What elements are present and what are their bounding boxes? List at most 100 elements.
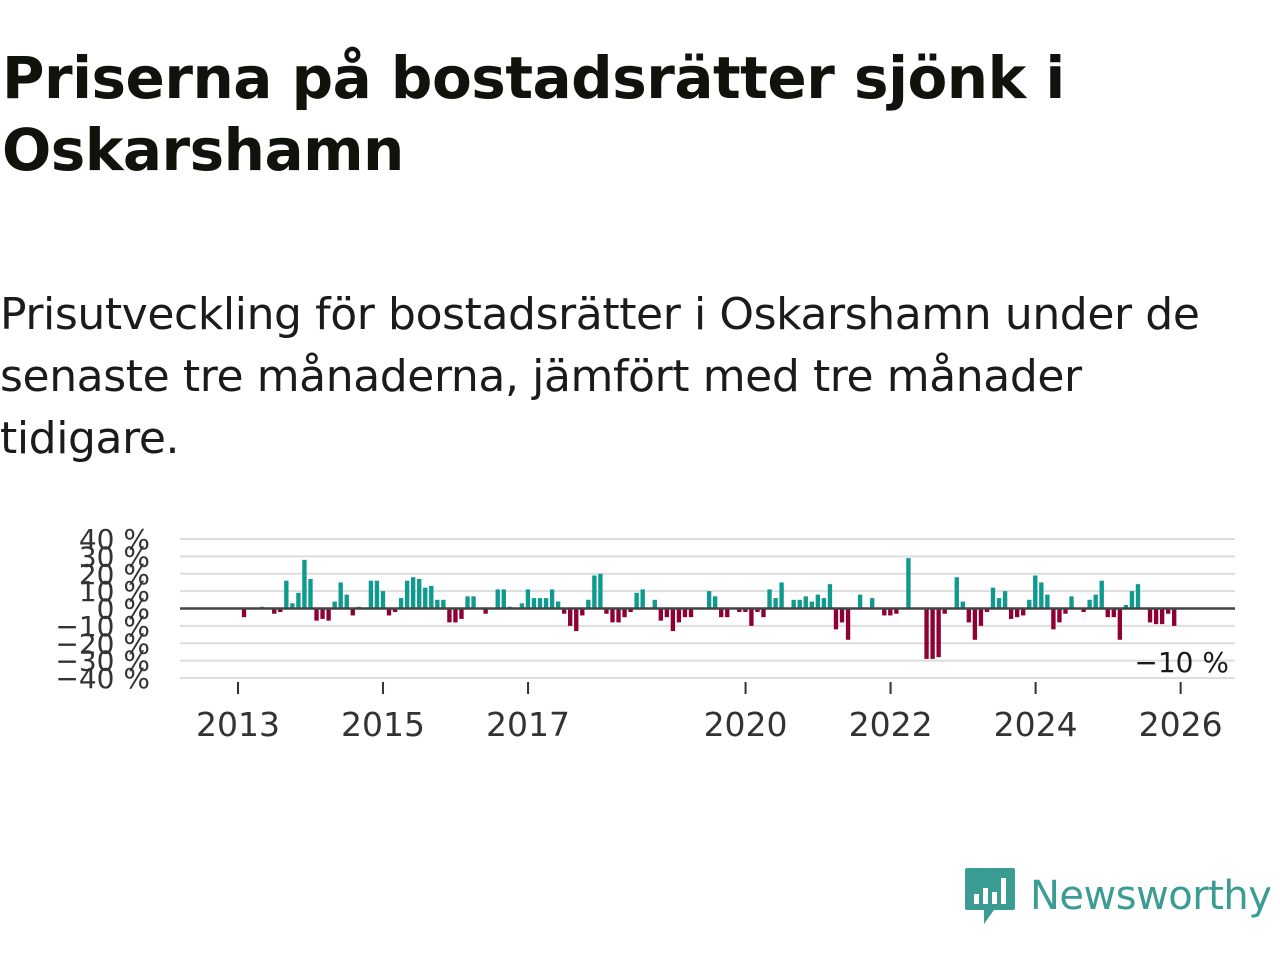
bar: [967, 609, 971, 623]
bar: [930, 609, 934, 659]
bar: [381, 591, 385, 608]
bar: [1027, 600, 1031, 609]
newsworthy-logo-text: Newsworthy: [1030, 873, 1271, 919]
bar: [308, 579, 312, 609]
bar: [568, 609, 572, 626]
bar: [302, 560, 306, 609]
bar: [713, 596, 717, 608]
bar: [592, 575, 596, 608]
bar: [423, 588, 427, 609]
bar: [538, 598, 542, 608]
newsworthy-logo: Newsworthy: [964, 866, 1271, 926]
bar: [1045, 595, 1049, 609]
bar: [314, 609, 318, 621]
bar: [653, 600, 657, 609]
bar: [447, 609, 451, 623]
bar: [1087, 600, 1091, 609]
bar: [749, 609, 753, 626]
bar: [1009, 609, 1013, 619]
bar: [792, 600, 796, 609]
bar: [586, 600, 590, 609]
bar: [1094, 595, 1098, 609]
page-subtitle: Prisutveckling för bostadsrätter i Oskar…: [0, 284, 1260, 470]
bar: [369, 581, 373, 609]
bar: [804, 596, 808, 608]
bar: [773, 598, 777, 608]
bar: [417, 579, 421, 609]
bar: [242, 609, 246, 618]
bar: [411, 577, 415, 608]
bar: [339, 582, 343, 608]
bar: [779, 582, 783, 608]
bar: [936, 609, 940, 658]
bar: [1003, 591, 1007, 608]
bar: [526, 589, 530, 608]
bar: [719, 609, 723, 618]
bar: [846, 609, 850, 640]
bar: [326, 609, 330, 621]
price-change-chart: 40 %30 %20 %10 %0 %−10 %−20 %−30 %−40 %2…: [0, 515, 1280, 755]
bar: [991, 588, 995, 609]
bar: [955, 577, 959, 608]
bar: [822, 598, 826, 608]
bar: [532, 598, 536, 608]
bar: [550, 589, 554, 608]
bar: [345, 595, 349, 609]
bar: [677, 609, 681, 623]
bar: [622, 609, 626, 618]
bar: [1112, 609, 1116, 618]
bar: [767, 589, 771, 608]
bar: [816, 595, 820, 609]
bar: [1015, 609, 1019, 618]
bar: [870, 598, 874, 608]
bar: [465, 596, 469, 608]
bar: [598, 574, 602, 609]
bar: [1154, 609, 1158, 625]
x-tick-label: 2022: [849, 705, 933, 744]
bar: [471, 596, 475, 608]
bar: [665, 609, 669, 618]
bar: [1069, 596, 1073, 608]
bar: [659, 609, 663, 621]
latest-value-annotation: −10 %: [1134, 646, 1229, 679]
bar: [828, 584, 832, 608]
bar: [641, 589, 645, 608]
bar: [634, 593, 638, 609]
bar: [725, 609, 729, 618]
x-tick-label: 2013: [196, 705, 280, 744]
bar: [1051, 609, 1055, 630]
bar: [574, 609, 578, 632]
bar: [798, 600, 802, 609]
bar: [858, 595, 862, 609]
bar: [979, 609, 983, 626]
bar: [671, 609, 675, 632]
bar: [924, 609, 928, 659]
bar: [1100, 581, 1104, 609]
bar: [610, 609, 614, 623]
bar: [502, 589, 506, 608]
bar: [997, 598, 1001, 608]
bar: [1148, 609, 1152, 623]
bar: [284, 581, 288, 609]
bar: [683, 609, 687, 618]
bar: [496, 589, 500, 608]
bar: [834, 609, 838, 630]
bar: [1160, 609, 1164, 625]
bar: [1106, 609, 1110, 618]
bar: [761, 609, 765, 618]
x-tick-label: 2024: [994, 705, 1078, 744]
bar: [296, 593, 300, 609]
page-title: Priserna på bostadsrätter sjönk i Oskars…: [2, 42, 1262, 186]
x-tick-label: 2020: [704, 705, 788, 744]
bar: [616, 609, 620, 623]
bar: [906, 558, 910, 608]
bar: [1033, 575, 1037, 608]
bar: [1118, 609, 1122, 640]
bar: [840, 609, 844, 623]
bar: [399, 598, 403, 608]
bar: [1039, 582, 1043, 608]
bar: [375, 581, 379, 609]
bar: [405, 581, 409, 609]
x-tick-label: 2017: [486, 705, 570, 744]
bar: [441, 600, 445, 609]
